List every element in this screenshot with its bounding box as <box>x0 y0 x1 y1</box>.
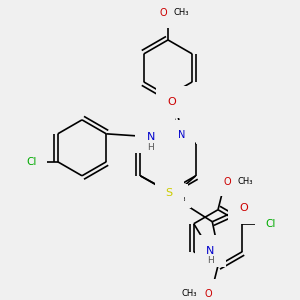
Text: Cl: Cl <box>27 157 37 167</box>
Text: N: N <box>178 130 185 140</box>
Text: O: O <box>159 8 167 18</box>
Text: O: O <box>167 97 176 107</box>
Text: CH₃: CH₃ <box>237 177 253 186</box>
Text: N: N <box>169 195 177 205</box>
Text: H: H <box>207 256 214 265</box>
Text: ≡: ≡ <box>167 128 176 138</box>
Text: O: O <box>204 289 212 298</box>
Text: C: C <box>159 127 166 137</box>
Text: N: N <box>146 132 155 142</box>
Text: CH₃: CH₃ <box>182 289 197 298</box>
Text: Cl: Cl <box>265 219 275 229</box>
Text: N: N <box>206 246 214 256</box>
Text: O: O <box>239 203 248 213</box>
Text: O: O <box>223 177 231 187</box>
Text: CH₃: CH₃ <box>174 8 190 17</box>
Text: CH₃: CH₃ <box>169 194 186 203</box>
Text: H: H <box>147 143 154 152</box>
Text: S: S <box>166 188 173 198</box>
